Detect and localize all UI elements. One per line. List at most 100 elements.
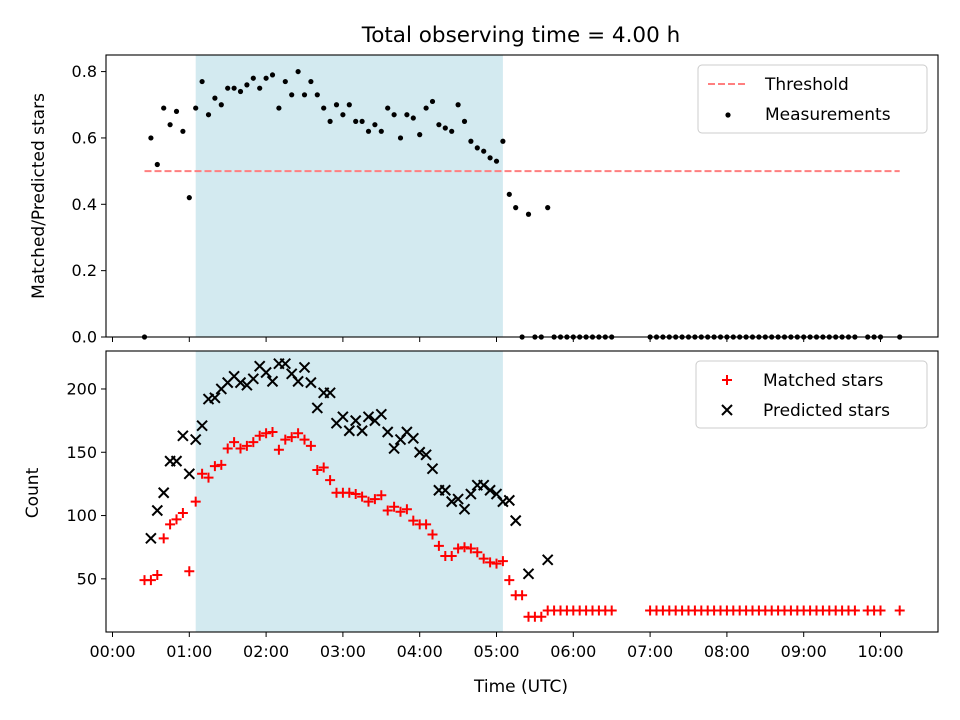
data-point — [154, 161, 160, 168]
data-point — [267, 427, 278, 438]
top-axes-frame — [105, 54, 939, 338]
data-point — [190, 496, 201, 507]
data-point — [222, 443, 233, 454]
data-point — [145, 532, 157, 545]
data-point — [235, 443, 246, 454]
figure-title: Total observing time = 4.00 h — [361, 23, 681, 48]
data-point — [517, 590, 528, 601]
data-point — [397, 135, 404, 141]
data-point — [442, 125, 448, 131]
data-point — [395, 506, 406, 517]
data-point — [497, 556, 508, 567]
data-point — [410, 115, 416, 121]
bottom-panel: 50 100 150 200 00:00 01:00 02:00 03:00 04:00 05:0… — [66, 350, 939, 661]
data-point — [295, 68, 301, 75]
y-tick-label: 50 — [77, 569, 97, 588]
y-tick-label: 200 — [66, 379, 97, 398]
data-point — [465, 488, 477, 500]
data-point — [382, 505, 393, 516]
bottom-axes-frame — [105, 350, 939, 633]
data-point — [385, 105, 391, 111]
data-point — [493, 158, 500, 164]
y-tick-label: 0.6 — [72, 128, 97, 147]
data-point — [365, 128, 372, 134]
top-panel: 0.0 0.2 0.4 0.6 0.8 Threshold Measurements — [72, 54, 939, 347]
data-point — [248, 437, 259, 448]
data-point — [241, 440, 252, 451]
top-y-axis-label: Matched/Predicted stars — [29, 93, 49, 299]
data-point — [340, 112, 346, 118]
data-point — [293, 428, 304, 439]
data-point — [472, 547, 483, 558]
data-point — [356, 425, 368, 437]
legend-box — [697, 64, 928, 134]
data-point — [280, 434, 291, 445]
data-point — [417, 132, 423, 138]
data-point — [170, 455, 183, 467]
data-point — [173, 108, 180, 114]
data-point — [459, 542, 470, 553]
x-tick-label: 02:00 — [243, 642, 289, 661]
data-point — [478, 553, 489, 564]
data-point — [503, 494, 516, 507]
data-point — [325, 475, 336, 486]
x-tick-label: 00:00 — [89, 642, 135, 661]
data-point — [388, 442, 400, 455]
x-tick-label: 08:00 — [704, 642, 750, 661]
data-point — [357, 491, 368, 502]
legend-predicted-swatch — [721, 404, 733, 416]
data-point — [378, 128, 384, 134]
data-point — [237, 88, 244, 95]
data-point — [381, 426, 394, 438]
x-tick-label: 09:00 — [781, 642, 827, 661]
x-tick-label: 05:00 — [473, 642, 519, 661]
data-point — [216, 459, 227, 470]
legend-measurements-label: Measurements — [765, 105, 891, 125]
data-point — [205, 112, 212, 118]
data-point — [474, 145, 480, 151]
legend-threshold-label: Threshold — [764, 75, 849, 95]
plot-layer: 0.0 0.2 0.4 0.6 0.8 Threshold Measurements 50 10… — [66, 54, 939, 661]
top-observing-window — [195, 55, 503, 337]
data-point — [244, 82, 250, 88]
data-point — [426, 463, 439, 475]
data-point — [461, 118, 468, 124]
data-point — [218, 102, 224, 108]
data-point — [446, 551, 457, 562]
data-point — [157, 487, 170, 499]
data-point — [420, 449, 432, 461]
data-point — [481, 148, 487, 154]
data-point — [350, 489, 361, 500]
data-point — [453, 543, 464, 554]
data-point — [429, 98, 436, 105]
data-point — [167, 122, 173, 128]
data-point — [311, 402, 324, 414]
data-point — [484, 484, 496, 496]
data-point — [250, 75, 256, 81]
data-point — [247, 373, 260, 385]
bottom-y-axis-label: Count — [23, 467, 43, 518]
data-point — [452, 493, 464, 505]
data-point — [229, 437, 240, 448]
data-point — [344, 487, 355, 498]
data-point — [209, 461, 220, 472]
x-tick-label: 07:00 — [627, 642, 673, 661]
data-point — [455, 102, 461, 108]
data-point — [545, 205, 551, 211]
data-point — [363, 496, 374, 507]
data-point — [401, 504, 412, 515]
data-point — [321, 105, 327, 111]
data-point — [362, 411, 375, 423]
y-tick-label: 100 — [66, 506, 97, 525]
data-point — [346, 102, 352, 108]
data-point — [269, 72, 276, 78]
data-point — [260, 366, 272, 379]
data-point — [171, 514, 182, 525]
data-point — [177, 430, 189, 442]
legend-measurements-swatch — [725, 112, 731, 118]
data-point — [286, 432, 297, 443]
data-point — [404, 112, 410, 118]
top-legend: Threshold Measurements — [697, 64, 928, 134]
data-point — [333, 102, 340, 108]
data-point — [500, 138, 506, 144]
